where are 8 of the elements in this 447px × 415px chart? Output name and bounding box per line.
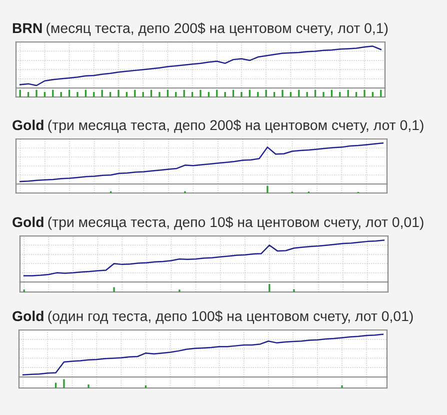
- chart-title: Gold: [12, 310, 44, 322]
- chart-subtitle: (три месяца теста, депо 10$ на центовом счету, лот 0,01): [48, 216, 424, 230]
- chart-title: Gold: [12, 216, 44, 228]
- chart-title: BRN: [12, 23, 42, 33]
- chart-subtitle: (один год теста, депо 100$ на центовом счету, лот 0,01): [48, 310, 413, 324]
- chart-title: Gold: [12, 120, 44, 130]
- chart-subtitle: (три месяца теста, депо 200$ на центовом счету, лот 0,1): [48, 120, 424, 133]
- chart-subtitle: (месяц теста, депо 200$ на центовом счету, лот 0,1): [46, 22, 388, 36]
